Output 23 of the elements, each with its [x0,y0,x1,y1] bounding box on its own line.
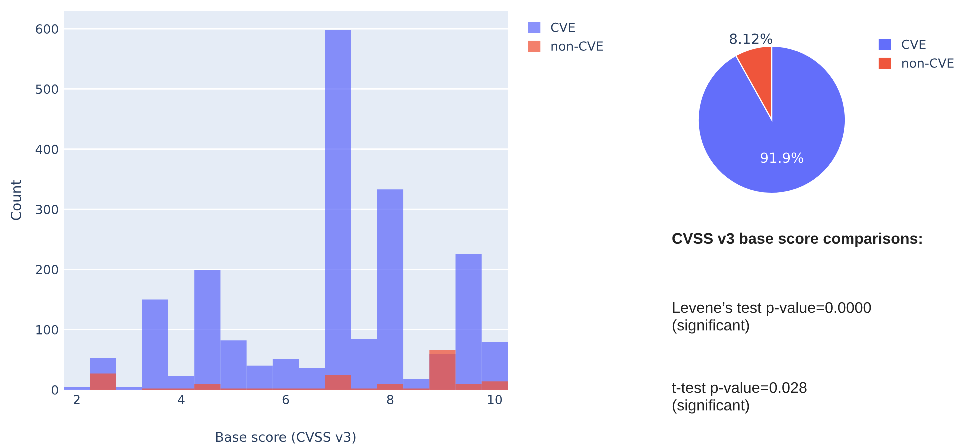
x-tick-label: 8 [387,395,394,405]
y-tick-label: 200 [36,265,58,275]
text: Levene’s test p-value=0.0000 (significant) [672,302,872,334]
data-label: 91.9% [761,152,804,164]
y-tick-label: 500 [36,84,58,94]
text: t-test p-value=0.028 (significant) [672,382,807,414]
x-axis-title: Base score (CVSS v3) [216,432,356,444]
y-tick-label: 300 [36,204,58,214]
legend-label: CVE [902,40,926,50]
text: CVSS v3 base score comparisons: [672,232,922,248]
data-label: 8.12% [730,34,772,44]
legend-label: CVE [551,22,576,32]
legend-label: non-CVE [902,58,954,68]
x-tick-label: 10 [488,395,502,405]
x-tick-label: 6 [282,395,290,405]
y-tick-label: 600 [36,24,58,34]
x-tick-label: 2 [74,395,80,404]
y-axis-title: Count [10,180,22,220]
y-tick-label: 100 [36,325,58,335]
y-tick-label: 400 [36,144,58,154]
x-tick-label: 4 [178,395,185,404]
legend-label: non-CVE [552,42,604,52]
y-tick-label: 0 [52,385,58,395]
